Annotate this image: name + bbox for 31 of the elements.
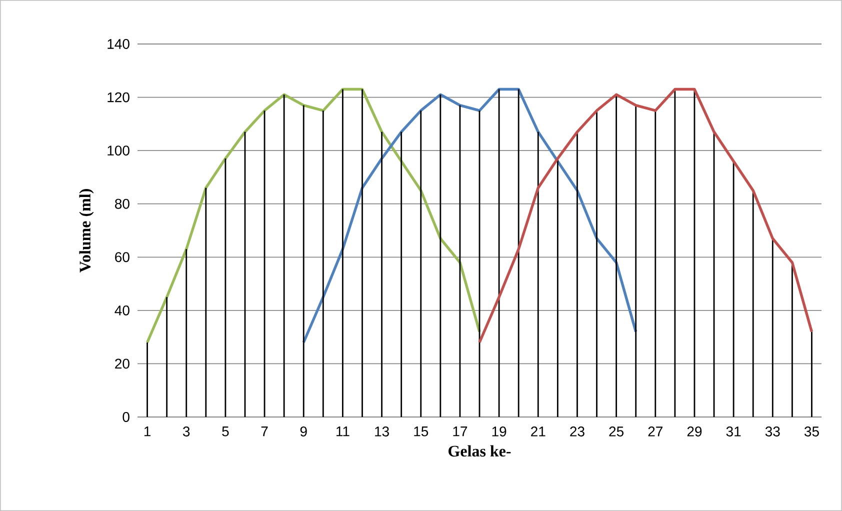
- x-tick-label: 17: [453, 426, 468, 436]
- y-tick-label: 0: [122, 412, 130, 422]
- y-tick-label: 140: [108, 39, 130, 49]
- x-tick-label: 19: [492, 426, 506, 436]
- y-tick-label: 80: [115, 198, 130, 209]
- x-axis-title: Gelas ke-: [448, 445, 511, 457]
- x-tick-label: 29: [687, 426, 702, 436]
- y-tick-label: 60: [115, 252, 130, 262]
- y-tick-label: 120: [108, 92, 130, 102]
- x-tick-label: 35: [804, 426, 819, 436]
- y-tick-label: 100: [108, 146, 130, 156]
- x-tick-label: 3: [183, 426, 190, 436]
- x-tick-label: 33: [765, 426, 780, 436]
- y-tick-label: 40: [114, 305, 130, 316]
- x-tick-label: 1: [144, 426, 150, 436]
- x-tick-label: 21: [531, 426, 546, 436]
- x-tick-label: 25: [609, 426, 624, 436]
- x-tick-label: 7: [261, 426, 268, 436]
- x-tick-label: 15: [414, 426, 428, 436]
- x-tick-label: 11: [336, 426, 350, 436]
- x-tick-label: 9: [300, 426, 307, 436]
- line-series: [478, 88, 814, 344]
- x-tick-label: 13: [375, 426, 389, 436]
- y-tick-label: 20: [115, 358, 130, 369]
- x-tick-label: 27: [648, 426, 662, 436]
- x-tick-label: 31: [726, 426, 741, 436]
- line-series: [302, 88, 638, 344]
- y-axis-title: Volume (ml): [79, 189, 94, 272]
- x-tick-label: 5: [222, 426, 229, 436]
- line-series: [146, 88, 481, 344]
- x-tick-label: 23: [570, 426, 584, 436]
